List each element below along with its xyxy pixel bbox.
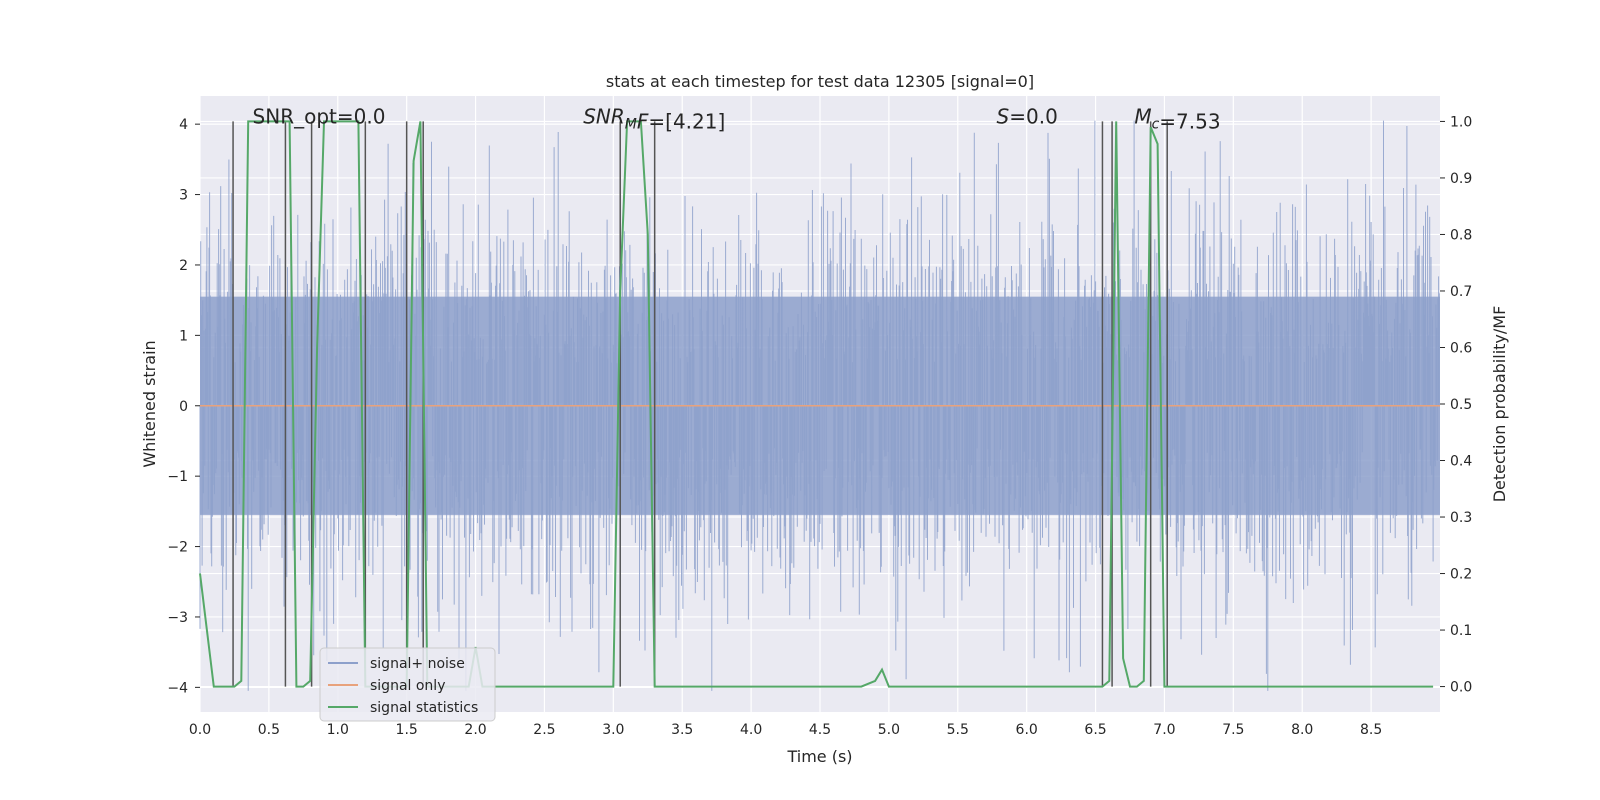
annotation-part: F [637,110,649,134]
y-axis-ticks: −4 −3 −2 −1 0 1 2 3 4 [167,117,200,696]
x-tick-label: 3.5 [671,722,693,738]
y2-axis-label: Detection probability/MF [1490,306,1509,503]
y2-tick-label: 0.4 [1450,454,1472,470]
x-tick-label: 5.0 [878,722,900,738]
annotation-snr-opt: SNR_opt=0.0 [253,105,386,129]
annotation-part: SNR_opt=0.0 [253,105,386,129]
legend-box [319,647,496,722]
x-tick-label: 6.0 [1016,722,1038,738]
y2-tick-label: 0.1 [1450,623,1472,639]
signal-statistics-line [199,120,1434,688]
y-tick-label: −4 [167,680,188,696]
y2-tick-label: 0.9 [1450,171,1472,187]
x-tick-label: 7.0 [1153,722,1175,738]
y2-tick-label: 0.3 [1450,510,1472,526]
y-axis-label: Whitened strain [140,340,159,467]
annotation-part: SNR [583,105,625,129]
y-tick-label: −1 [167,469,188,485]
annotations: SNR_opt=0.0 SNRMF=[4.21] S=0.0 Mc=7.53 [253,105,1221,134]
legend-label-signal-noise: signal+ noise [370,656,465,672]
y-tick-label: 3 [179,188,188,204]
legend: signal+ noise signal only signal statist… [319,647,496,722]
x-tick-label: 7.5 [1222,722,1244,738]
legend-label-signal-statistics: signal statistics [370,700,478,716]
annotation-part: =0.0 [1009,105,1058,129]
x-axis-ticks: 0.0 0.5 1.0 1.5 2.0 2.5 3.0 3.5 4.0 4.5 5.0 5.5 6.0 6… [189,722,1382,738]
y2-tick-label: 0.0 [1450,680,1472,696]
y2-tick-label: 1.0 [1450,114,1472,130]
x-tick-label: 0.0 [189,722,211,738]
annotation-s-value: S=0.0 [997,105,1058,129]
y2-tick-label: 0.7 [1450,284,1472,300]
y-tick-label: 2 [179,258,188,274]
x-tick-label: 4.0 [740,722,762,738]
annotation-part: M [1134,105,1151,129]
annotation-snr-mf: SNRMF=[4.21] [583,105,725,134]
y-tick-label: 0 [179,399,188,415]
x-tick-label: 2.5 [533,722,555,738]
x-tick-label: 3.0 [602,722,624,738]
x-tick-label: 4.5 [809,722,831,738]
y-tick-label: −2 [167,540,188,556]
annotation-part: M [625,117,637,133]
y-tick-label: −3 [167,610,188,626]
x-tick-label: 5.5 [947,722,969,738]
annotation-part: =[4.21] [648,110,725,134]
x-tick-label: 8.0 [1291,722,1313,738]
x-tick-label: 1.5 [396,722,418,738]
y-tick-label: 1 [179,328,188,344]
annotation-part: c [1152,117,1160,133]
annotation-part: S [997,105,1010,129]
series-signal-statistics [199,120,1434,688]
signal-noise-trace [199,120,1440,691]
y2-tick-label: 0.6 [1450,340,1472,356]
y2-axis-ticks: 0.0 0.1 0.2 0.3 0.4 0.5 0.6 0.7 0.8 0.9 1.0 [1440,114,1472,696]
annotation-mc-value: Mc=7.53 [1134,105,1220,134]
x-axis-label: Time (s) [786,747,852,766]
x-tick-label: 0.5 [258,722,280,738]
y2-tick-label: 0.5 [1450,397,1472,413]
annotation-part: =7.53 [1159,110,1220,134]
x-tick-label: 1.0 [327,722,349,738]
x-tick-label: 2.0 [464,722,486,738]
x-tick-label: 8.5 [1360,722,1382,738]
y-tick-label: 4 [179,117,188,133]
x-tick-label: 6.5 [1084,722,1106,738]
legend-label-signal-only: signal only [370,678,445,694]
y2-tick-label: 0.8 [1450,227,1472,243]
y2-tick-label: 0.2 [1450,567,1472,583]
chart-title: stats at each timestep for test data 123… [606,72,1034,91]
